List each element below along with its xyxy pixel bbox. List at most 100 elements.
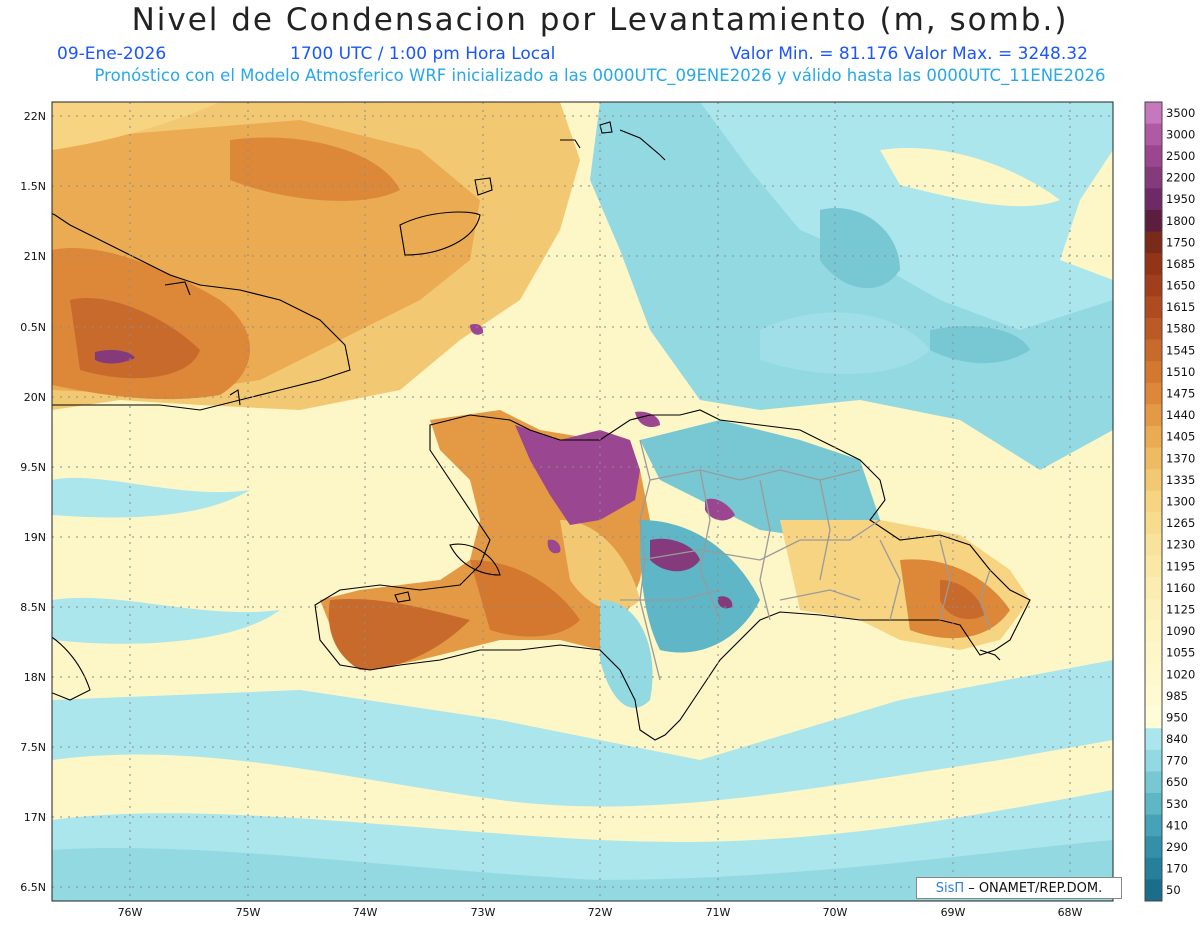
colorbar-label: 1055 [1166,646,1195,660]
colorbar-swatch [1145,793,1162,816]
sispi-logo: SisΠ [935,880,965,896]
colorbar-label: 1265 [1166,516,1195,530]
colorbar-label: 1800 [1166,214,1195,228]
colorbar-swatch [1145,771,1162,794]
colorbar-swatch [1145,533,1162,556]
min-max-values: Valor Min. = 81.176 Valor Max. = 3248.32 [730,44,1088,64]
colorbar-swatch [1145,836,1162,859]
lat-label: 21N [24,250,46,263]
colorbar-label: 985 [1166,689,1188,703]
colorbar-label: 1440 [1166,408,1195,422]
colorbar-label: 1950 [1166,192,1195,206]
colorbar-swatch [1145,728,1162,751]
lon-label: 70W [823,906,848,919]
lat-label: 8.5N [20,601,46,614]
colorbar-label: 1510 [1166,365,1195,379]
colorbar-swatch [1145,339,1162,362]
lat-label: 20N [24,391,46,404]
colorbar-label: 2200 [1166,171,1195,185]
colorbar-swatch [1145,253,1162,276]
lat-label: 6.5N [20,881,46,894]
lcl-field [52,102,1113,901]
colorbar-label: 1475 [1166,387,1195,401]
map-title: Nivel de Condensacion por Levantamiento … [131,2,1069,38]
colorbar-label: 1335 [1166,473,1195,487]
colorbar-label: 1195 [1166,559,1195,573]
lon-label: 71W [706,906,731,919]
lon-label: 69W [941,906,966,919]
lat-label: 22N [24,110,46,123]
colorbar-swatch [1145,317,1162,341]
colorbar-swatch [1145,685,1162,708]
colorbar-label: 290 [1166,840,1188,854]
colorbar-swatch [1145,274,1162,297]
colorbar-label: 1300 [1166,495,1195,509]
longitude-labels: 76W 75W 74W 73W 72W 71W 70W 69W 68W [118,906,1083,919]
colorbar-label: 3000 [1166,127,1195,141]
lat-label: 17N [24,811,46,824]
colorbar-swatch [1145,296,1162,319]
colorbar-swatch [1145,361,1162,384]
lon-label: 74W [353,906,378,919]
credit-text: – ONAMET/REP.DOM. [968,880,1103,896]
lon-label: 72W [588,906,613,919]
lat-label: 9.5N [20,461,46,474]
lon-label: 75W [236,906,261,919]
forecast-date: 09-Ene-2026 [57,44,167,64]
colorbar-swatch [1145,706,1162,729]
colorbar-label: 3500 [1166,106,1195,120]
colorbar-label: 1685 [1166,257,1195,271]
colorbar-swatch [1145,598,1162,621]
colorbar-swatch [1145,166,1162,189]
colorbar-swatch [1145,209,1162,233]
colorbar-label: 840 [1166,732,1188,746]
colorbar-label: 1750 [1166,235,1195,249]
colorbar-label: 1160 [1166,581,1195,595]
colorbar-label: 1580 [1166,322,1195,336]
colorbar-swatch [1145,879,1162,902]
colorbar-swatch [1145,490,1162,513]
colorbar-label: 410 [1166,818,1188,832]
colorbar-label: 50 [1166,883,1181,897]
colorbar-swatch [1145,231,1162,254]
colorbar-swatch [1145,857,1162,880]
colorbar: 3500 3000 2500 2200 1950 1800 1750 1685 1650 1615… [1144,101,1195,902]
latitude-labels: 22N 1.5N 21N 0.5N 20N 9.5N 19N 8.5N 18N … [20,110,46,894]
colorbar-swatch [1145,512,1162,535]
lat-label: 7.5N [20,741,46,754]
colorbar-label: 950 [1166,710,1188,724]
credit-box: SisΠ – ONAMET/REP.DOM. [916,877,1122,899]
colorbar-label: 1020 [1166,667,1195,681]
lat-label: 0.5N [20,321,46,334]
lat-label: 1.5N [20,180,46,193]
colorbar-label: 2500 [1166,149,1195,163]
colorbar-label: 650 [1166,775,1188,789]
colorbar-swatch [1145,145,1162,168]
forecast-time: 1700 UTC / 1:00 pm Hora Local [290,44,556,64]
lat-label: 18N [24,671,46,684]
colorbar-swatch [1145,469,1162,492]
colorbar-swatch [1145,555,1162,578]
colorbar-label: 1650 [1166,279,1195,293]
colorbar-label: 1230 [1166,538,1195,552]
lon-label: 68W [1058,906,1083,919]
graticule [52,102,1113,901]
lon-label: 73W [471,906,496,919]
model-description: Pronóstico con el Modelo Atmosferico WRF… [94,66,1106,85]
map-frame [51,101,1114,902]
colorbar-label: 1090 [1166,624,1195,638]
colorbar-label: 1405 [1166,430,1195,444]
colorbar-label: 530 [1166,797,1188,811]
coastlines [52,121,1031,741]
lat-label: 19N [24,531,46,544]
colorbar-label: 770 [1166,754,1188,768]
colorbar-swatch [1145,123,1162,146]
colorbar-frame [1144,101,1163,902]
colorbar-swatch [1145,447,1162,470]
colorbar-label: 1370 [1166,451,1195,465]
colorbar-swatch [1145,425,1162,449]
colorbar-swatch [1145,663,1162,686]
colorbar-label: 1615 [1166,300,1195,314]
colorbar-swatch [1145,577,1162,600]
colorbar-swatch [1145,188,1162,211]
